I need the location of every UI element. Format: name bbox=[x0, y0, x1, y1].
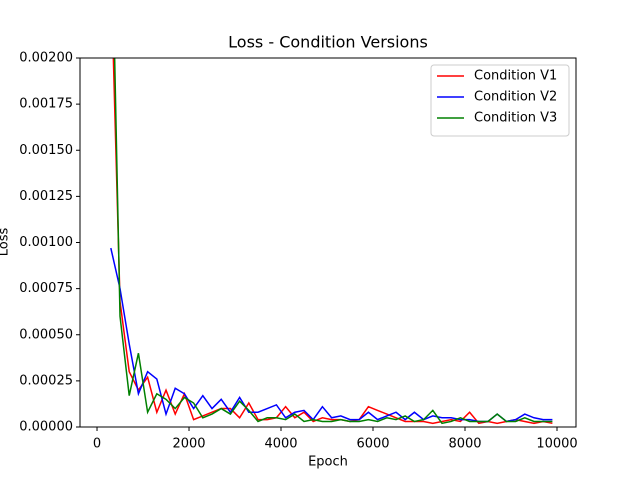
legend-box bbox=[430, 64, 570, 137]
x-tick-label: 10000 bbox=[536, 437, 577, 452]
y-tick-label: 0.00125 bbox=[19, 189, 73, 204]
x-axis-label: Epoch bbox=[308, 455, 348, 470]
series-line bbox=[113, 58, 553, 425]
x-tick-label: 8000 bbox=[448, 437, 481, 452]
legend-label: Condition V2 bbox=[474, 90, 557, 105]
legend-label: Condition V1 bbox=[474, 69, 557, 84]
y-tick-label: 0.00075 bbox=[19, 281, 73, 296]
y-tick-label: 0.00050 bbox=[19, 327, 73, 342]
plot-area bbox=[110, 58, 553, 425]
plot-frame bbox=[79, 57, 577, 428]
y-tick-label: 0.00200 bbox=[19, 51, 73, 66]
y-tick-label: 0.00175 bbox=[19, 97, 73, 112]
y-axis-label: Loss bbox=[0, 228, 12, 257]
x-tick-label: 4000 bbox=[264, 437, 297, 452]
x-tick-label: 6000 bbox=[356, 437, 389, 452]
y-tick-label: 0.00150 bbox=[19, 143, 73, 158]
y-tick-label: 0.00000 bbox=[19, 420, 73, 435]
x-tick-label: 2000 bbox=[172, 437, 205, 452]
y-tick-label: 0.00025 bbox=[19, 373, 73, 388]
chart-title: Loss - Condition Versions bbox=[228, 33, 428, 52]
x-tick-label: 0 bbox=[93, 437, 101, 452]
legend-label: Condition V3 bbox=[474, 111, 557, 126]
y-tick-label: 0.00100 bbox=[19, 235, 73, 250]
